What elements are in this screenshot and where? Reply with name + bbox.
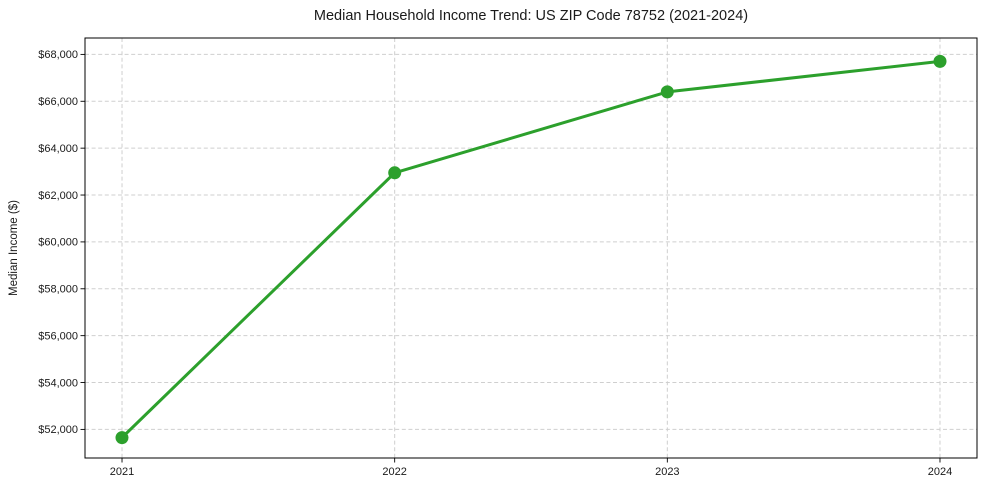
- axes-frame: [84, 37, 978, 459]
- x-tick-label: 2022: [382, 466, 406, 478]
- data-point-2022: [388, 166, 402, 180]
- x-tick-label: 2023: [655, 466, 679, 478]
- y-tick-label: $54,000: [38, 377, 78, 389]
- data-point-2023: [660, 85, 674, 99]
- data-point-2024: [933, 54, 947, 68]
- y-tick-label: $64,000: [38, 143, 78, 155]
- trend-line: [120, 59, 942, 440]
- y-tick-label: $68,000: [38, 49, 78, 61]
- y-tick-label: $52,000: [38, 424, 78, 436]
- y-tick-label: $58,000: [38, 284, 78, 296]
- data-point-2021: [115, 431, 129, 445]
- y-tick-label: $56,000: [38, 330, 78, 342]
- y-tick-label: $62,000: [38, 190, 78, 202]
- y-tick-label: $60,000: [38, 237, 78, 249]
- y-tick-label: $66,000: [38, 96, 78, 108]
- chart-title: Median Household Income Trend: US ZIP Co…: [313, 8, 749, 24]
- x-tick-label: 2024: [928, 466, 952, 478]
- x-tick-label: 2021: [110, 466, 134, 478]
